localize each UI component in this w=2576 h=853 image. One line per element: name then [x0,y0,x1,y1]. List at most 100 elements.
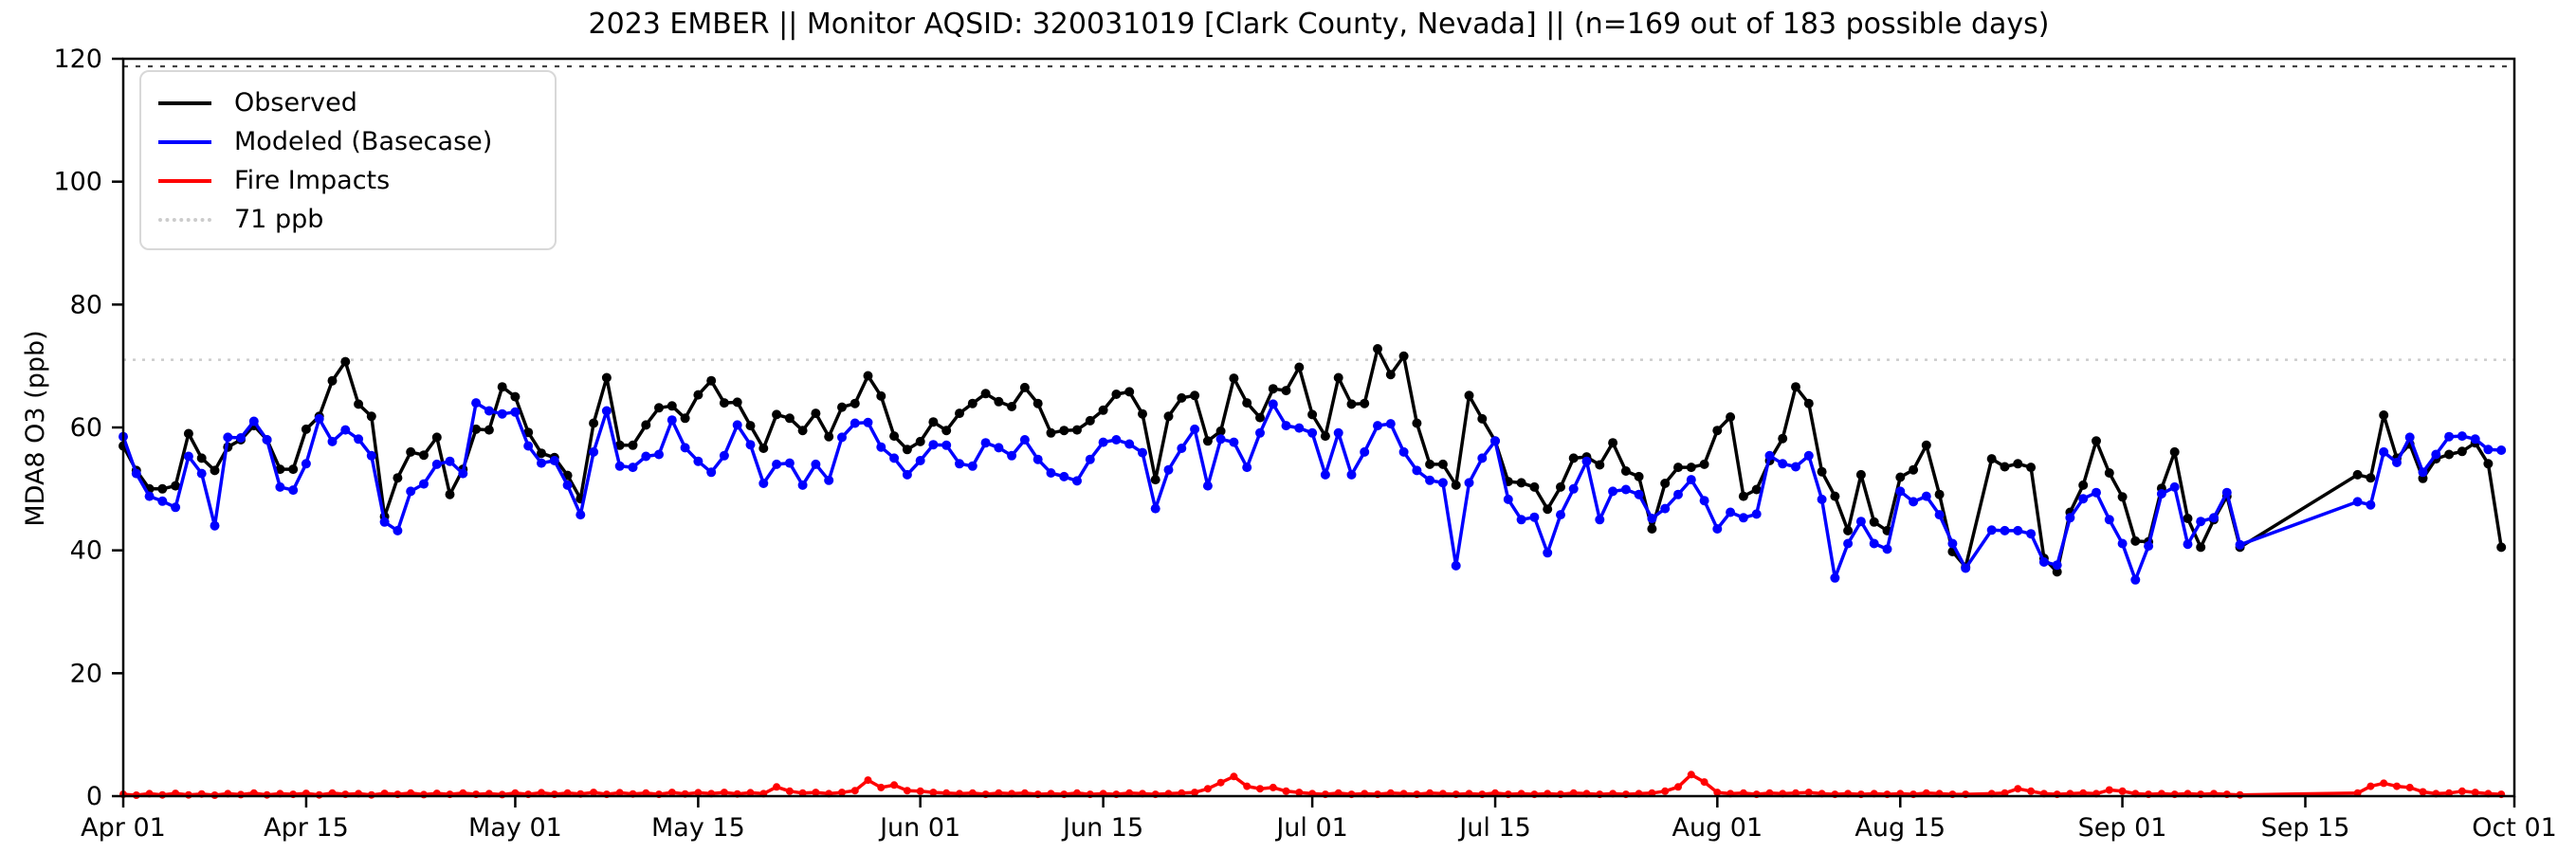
data-point [1699,496,1709,506]
data-point [1098,405,1108,415]
data-point [1294,362,1305,372]
data-point [941,440,952,450]
data-point [601,372,612,383]
data-point [2496,542,2507,553]
data-point [367,790,375,799]
data-point [967,461,977,471]
data-point [537,458,546,468]
data-point [746,789,755,797]
data-point [1437,478,1448,488]
data-point [131,468,141,479]
data-point [2183,514,2193,523]
data-point [903,787,911,795]
data-point [523,427,534,438]
data-point [157,496,168,506]
data-point [1516,478,1526,488]
data-point [1556,510,1565,520]
data-point [1385,419,1396,429]
data-point [902,445,912,455]
data-point [916,787,924,795]
data-point [1543,504,1553,515]
data-point [1215,426,1226,436]
data-point [1490,436,1500,446]
data-point [1713,789,1722,797]
x-tick-label: May 15 [651,813,745,843]
legend-label: 71 ppb [234,205,324,234]
data-point [458,468,468,479]
data-point [1320,469,1330,480]
x-tick-label: Aug 01 [1672,813,1763,843]
data-point [2379,410,2389,420]
data-point [1202,481,1213,491]
data-point [184,790,192,799]
data-point [1751,484,1762,495]
data-point [719,398,729,408]
data-point [837,402,847,412]
data-point [745,421,756,431]
data-point [366,411,376,422]
data-point [1243,782,1251,790]
data-point [1346,399,1357,409]
data-point [1712,524,1723,534]
data-point [1895,486,1906,497]
data-point [772,409,782,420]
data-point [1215,434,1226,445]
data-point [811,459,821,469]
data-point [431,459,442,469]
data-point [1568,453,1579,463]
data-point [955,408,964,419]
data-point [1804,789,1813,797]
data-point [2169,446,2180,457]
data-point [785,787,794,795]
legend-item-fire-impacts: Fire Impacts [141,161,555,200]
data-point [1477,413,1488,424]
data-point [1268,399,1278,409]
data-point [2483,459,2494,469]
data-point [654,403,664,413]
data-point [1986,525,1997,535]
data-point [1019,382,1030,392]
data-point [406,486,416,497]
data-point [1647,524,1657,534]
data-point [1581,456,1592,466]
data-point [497,408,507,419]
data-point [1934,510,1945,520]
data-point [1202,436,1213,446]
y-tick-label: 40 [70,536,102,566]
data-point [2105,786,2113,794]
data-point [2444,449,2455,460]
data-point [1791,382,1800,392]
data-point [2026,529,2037,539]
data-point [183,451,193,462]
data-point [1700,778,1708,787]
data-point [706,375,717,386]
data-point [2026,463,2037,473]
data-point [2419,788,2427,796]
data-point [720,789,728,797]
data-point [667,789,676,797]
data-point [2052,560,2062,571]
data-point [1699,459,1709,469]
data-point [745,440,756,450]
data-point [1346,469,1357,480]
data-point [366,450,376,461]
data-point [549,456,559,465]
data-point [955,459,964,469]
data-point [628,440,638,450]
data-point [2209,513,2219,523]
data-point [1373,344,1382,354]
data-point [1177,444,1187,453]
data-point [484,425,494,435]
data-point [2169,481,2180,492]
data-point [2496,445,2507,455]
legend-box: Observed Modeled (Basecase) Fire Impacts… [139,70,557,250]
data-point [1242,398,1252,408]
data-point [1686,475,1696,485]
data-point [1947,538,1958,549]
data-point [824,475,834,485]
data-point [1608,486,1618,497]
data-point [2144,541,2154,552]
data-point [262,435,272,445]
data-point [797,480,808,490]
data-point [2104,515,2114,525]
